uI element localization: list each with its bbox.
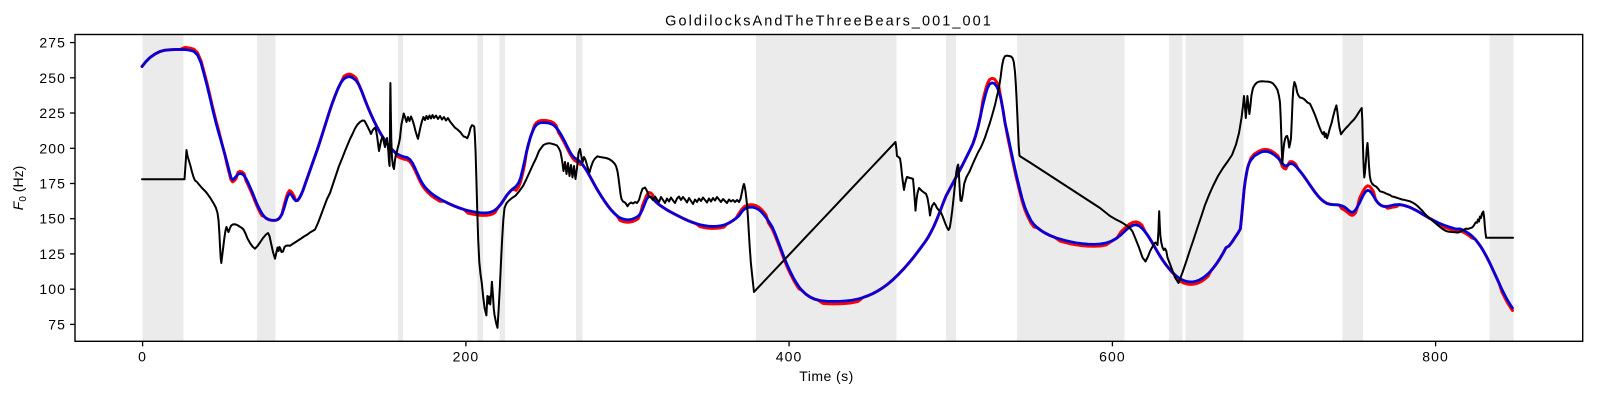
svg-text:200: 200: [39, 140, 66, 156]
svg-text:400: 400: [776, 348, 803, 364]
svg-text:150: 150: [39, 211, 66, 227]
svg-text:600: 600: [1099, 348, 1126, 364]
svg-text:100: 100: [39, 281, 66, 297]
svg-text:250: 250: [39, 70, 66, 86]
svg-text:800: 800: [1422, 348, 1449, 364]
svg-text:75: 75: [48, 316, 66, 332]
svg-text:225: 225: [39, 105, 66, 121]
svg-text:Time (s): Time (s): [799, 368, 853, 384]
svg-text:F0 (Hz): F0 (Hz): [10, 166, 29, 210]
svg-text:0: 0: [138, 348, 147, 364]
svg-text:175: 175: [39, 176, 66, 192]
svg-text:275: 275: [39, 35, 66, 51]
svg-text:200: 200: [453, 348, 480, 364]
svg-text:125: 125: [39, 246, 66, 262]
svg-text:GoldilocksAndTheThreeBears_001: GoldilocksAndTheThreeBears_001_001: [665, 13, 993, 29]
